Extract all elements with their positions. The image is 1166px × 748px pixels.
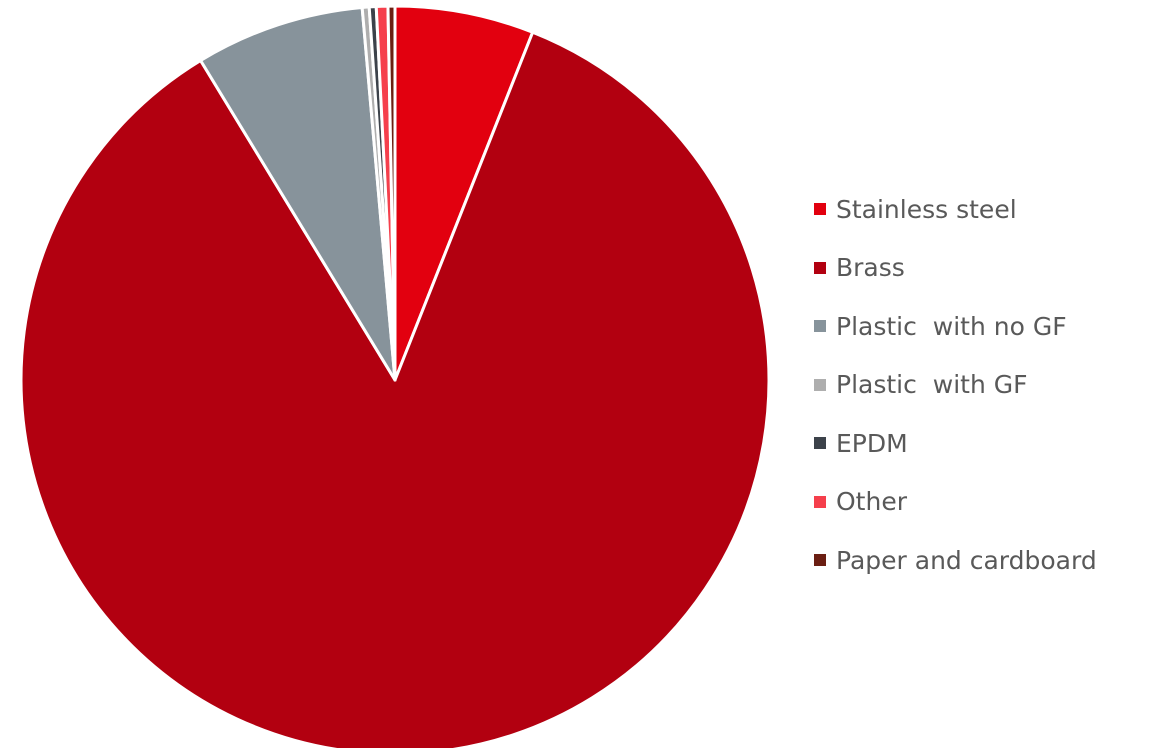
- legend-swatch-plastic-gf: [814, 378, 826, 391]
- legend-item-epdm: EPDM: [814, 414, 1097, 473]
- legend-label-stainless-steel: Stainless steel: [836, 194, 1017, 224]
- pie-slice-paper-and-cardboard: [386, 4, 397, 382]
- legend-label-paper-cardboard: Paper and cardboard: [836, 545, 1097, 575]
- legend-swatch-plastic-no-gf: [814, 320, 826, 333]
- legend: Stainless steel Brass Plastic with no GF…: [814, 180, 1097, 590]
- legend-item-other: Other: [814, 473, 1097, 532]
- legend-label-plastic-no-gf: Plastic with no GF: [836, 311, 1067, 341]
- legend-item-brass: Brass: [814, 239, 1097, 298]
- legend-item-plastic-gf: Plastic with GF: [814, 356, 1097, 415]
- legend-swatch-other: [814, 495, 826, 508]
- legend-label-epdm: EPDM: [836, 428, 908, 458]
- legend-swatch-epdm: [814, 437, 826, 450]
- legend-item-stainless-steel: Stainless steel: [814, 180, 1097, 239]
- legend-label-other: Other: [836, 487, 907, 517]
- legend-label-brass: Brass: [836, 253, 905, 283]
- legend-swatch-stainless-steel: [814, 203, 826, 216]
- legend-swatch-brass: [814, 261, 826, 274]
- pie-slice-brass: [19, 30, 771, 748]
- legend-item-paper-cardboard: Paper and cardboard: [814, 531, 1097, 590]
- legend-item-plastic-no-gf: Plastic with no GF: [814, 297, 1097, 356]
- legend-swatch-paper-cardboard: [814, 554, 826, 567]
- pie-slice-stainless-steel: [393, 4, 535, 382]
- legend-label-plastic-gf: Plastic with GF: [836, 370, 1028, 400]
- pie-slice-plastic-with-no-gf: [199, 5, 397, 382]
